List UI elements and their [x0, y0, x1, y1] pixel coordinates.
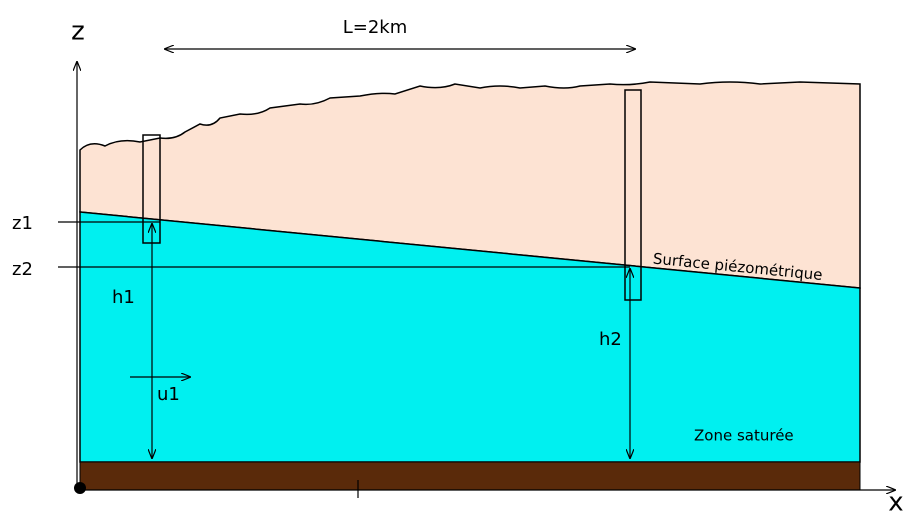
bedrock — [79, 461, 861, 491]
h2-label: h2 — [599, 329, 622, 350]
z1-label: z1 — [12, 213, 33, 234]
z2-label: z2 — [12, 259, 33, 280]
h1-label: h1 — [112, 287, 135, 308]
length-label: L=2km — [343, 17, 408, 38]
x-axis-label: x — [888, 488, 903, 513]
origin — [74, 482, 86, 494]
u1-label: u1 — [157, 384, 180, 405]
zone-label: Zone saturée — [694, 427, 794, 445]
z-axis-label: z — [71, 17, 85, 47]
